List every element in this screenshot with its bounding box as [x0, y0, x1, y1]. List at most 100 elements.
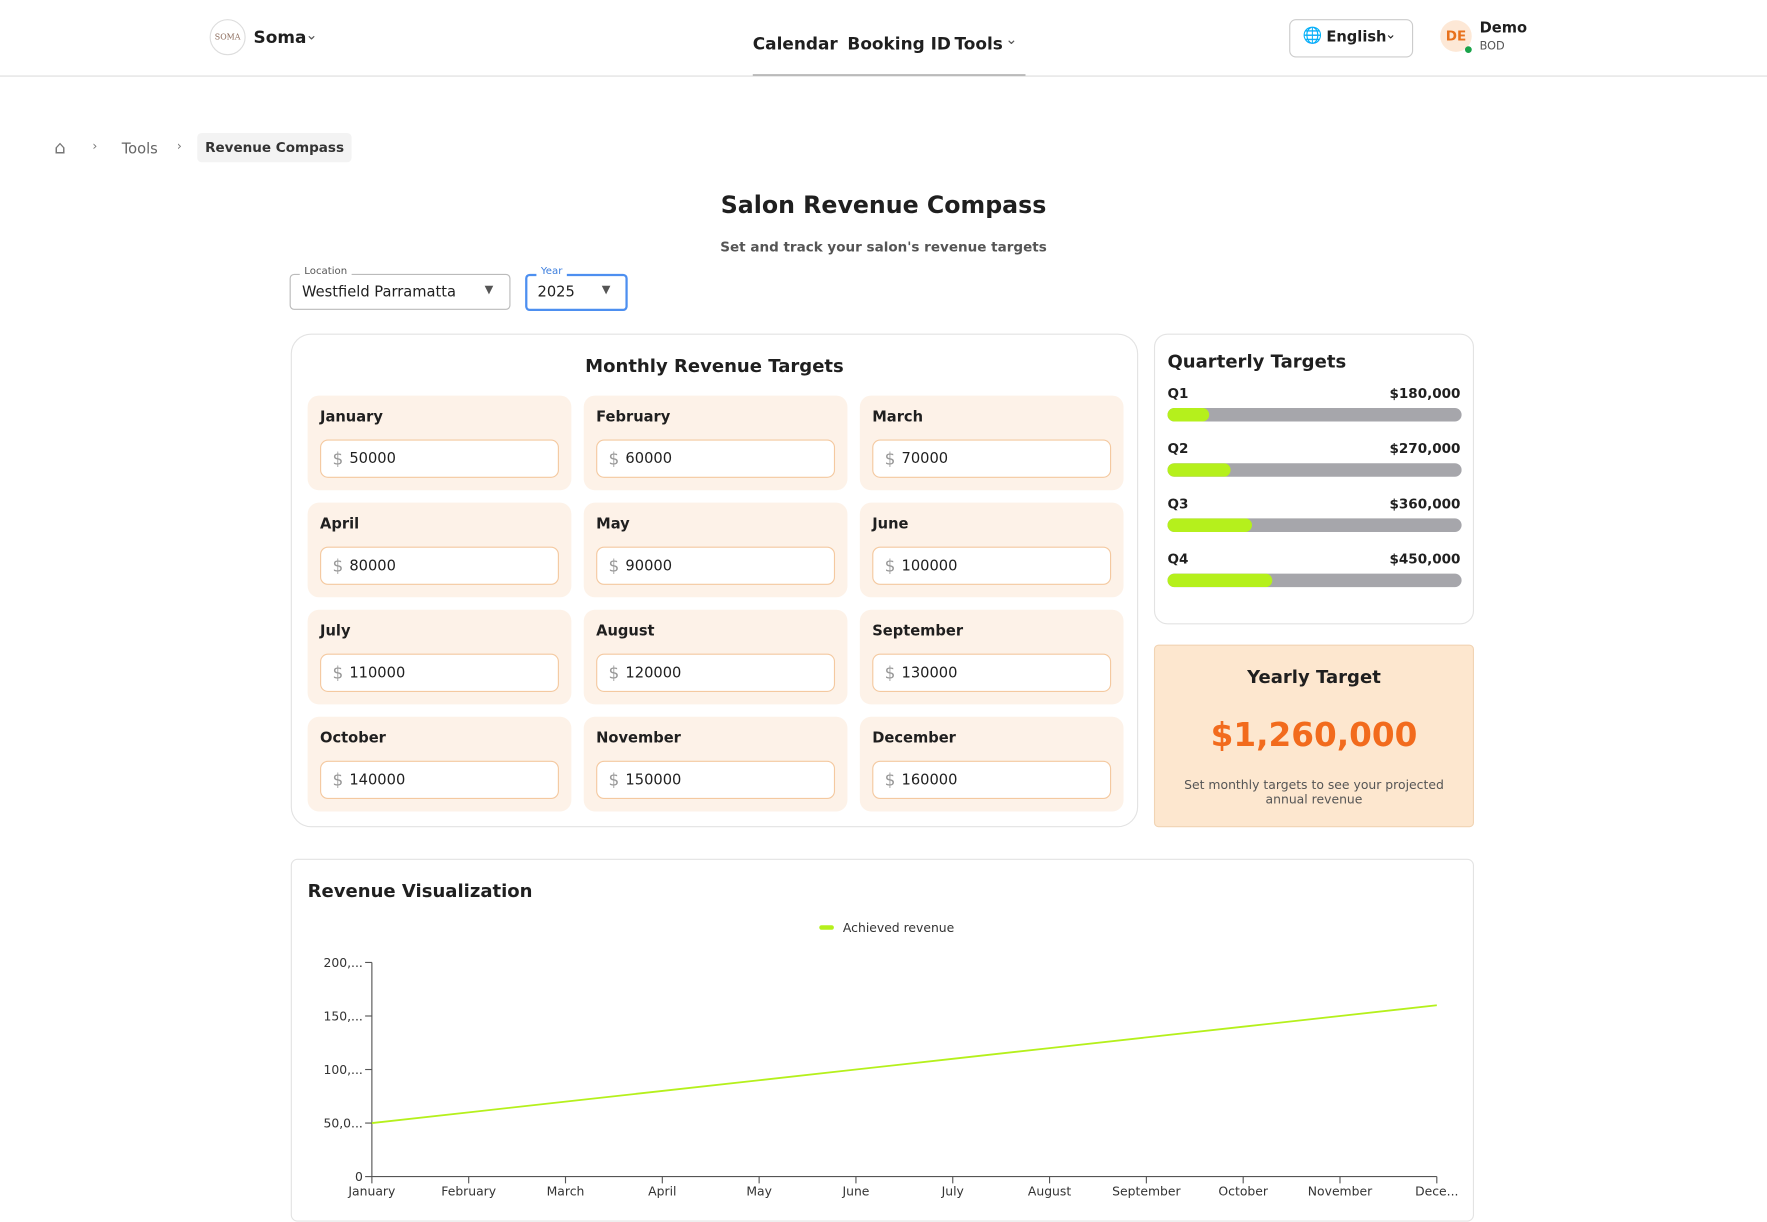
- x-tick-label: January: [347, 1184, 395, 1198]
- month-input[interactable]: $70000: [872, 439, 1112, 478]
- x-tick-label: June: [841, 1184, 869, 1198]
- month-input[interactable]: $100000: [872, 546, 1112, 585]
- progress-track: [1167, 407, 1462, 422]
- progress-track: [1167, 463, 1462, 477]
- nav-caret[interactable]: ⌄: [1005, 31, 1018, 49]
- month-value: 80000: [349, 557, 396, 575]
- yearly-card: Yearly Target $1,260,000 Set monthly tar…: [1153, 644, 1474, 828]
- x-tick-label: April: [648, 1184, 676, 1198]
- month-label: November: [596, 730, 681, 748]
- month-value: 90000: [625, 557, 673, 575]
- currency: $: [608, 769, 620, 791]
- month-label: December: [872, 730, 956, 748]
- month-label: March: [872, 409, 924, 427]
- month-input[interactable]: $140000: [320, 760, 559, 800]
- month-card: May $90000: [583, 502, 848, 598]
- nav-link[interactable]: Booking ID: [847, 33, 951, 55]
- quarter-label: Q3: [1167, 495, 1189, 512]
- currency: $: [884, 769, 896, 791]
- month-card: June $100000: [859, 502, 1124, 598]
- select-label: Year: [536, 265, 567, 278]
- currency: $: [332, 662, 344, 683]
- month-value: 150000: [625, 771, 682, 789]
- breadcrumb-sep: ›: [92, 138, 98, 154]
- month-input[interactable]: $50000: [320, 439, 559, 478]
- quarter-label: Q1: [1167, 385, 1189, 402]
- month-label: August: [596, 623, 655, 641]
- select-label: Location: [299, 265, 352, 278]
- x-tick-label: July: [941, 1184, 964, 1198]
- yearly-note: Set monthly targets to see your projecte…: [1184, 777, 1444, 807]
- month-card: July $110000: [307, 609, 572, 705]
- header: SOMA Soma ⌄ Calendar Booking ID Tools ⌄ …: [0, 0, 1767, 77]
- month-value: 110000: [349, 664, 406, 682]
- nav-link[interactable]: Tools: [954, 33, 1003, 55]
- progress-track: [1167, 518, 1462, 532]
- logo[interactable]: SOMA: [209, 19, 246, 56]
- y-tick-label: 50,0...: [324, 1116, 363, 1131]
- progress-track: [1167, 573, 1462, 588]
- nav-link[interactable]: Calendar: [752, 33, 838, 55]
- year-select[interactable]: Year 2025 ▼: [525, 265, 628, 312]
- month-label: June: [872, 516, 909, 534]
- month-input[interactable]: $160000: [872, 760, 1112, 800]
- currency: $: [332, 448, 344, 469]
- month-label: September: [872, 623, 964, 641]
- month-input[interactable]: $120000: [596, 653, 836, 692]
- page-title: Salon Revenue Compass: [720, 191, 1047, 219]
- quarter-target: $180,000: [1389, 385, 1461, 402]
- y-tick-label: 200,...: [324, 955, 363, 970]
- language-button[interactable]: 🌐 English ⌄: [1289, 19, 1414, 58]
- currency: $: [608, 662, 620, 683]
- month-label: October: [320, 730, 386, 748]
- chart-title: Revenue Visualization: [307, 880, 533, 902]
- location-select[interactable]: Location Westfield Parramatta ▼: [289, 265, 511, 310]
- month-label: May: [596, 516, 630, 534]
- month-input[interactable]: $60000: [596, 439, 836, 478]
- quarter-label: Q2: [1167, 440, 1189, 457]
- month-input[interactable]: $90000: [596, 546, 836, 585]
- monthly-card: Monthly Revenue Targets January $50000 Feb…: [290, 333, 1139, 828]
- currency: $: [332, 555, 344, 576]
- currency: $: [884, 448, 896, 469]
- quarter-target: $450,000: [1389, 551, 1461, 567]
- nav-underline: [752, 74, 1026, 76]
- progress-bar: [1167, 463, 1231, 477]
- legend-label: Achieved revenue: [843, 920, 954, 935]
- month-input[interactable]: $150000: [596, 760, 836, 800]
- breadcrumb-sep: ›: [176, 138, 182, 154]
- language-caret: ⌄: [1384, 25, 1397, 42]
- month-value: 50000: [349, 450, 396, 468]
- month-input[interactable]: $80000: [320, 546, 559, 585]
- progress-bar: [1167, 407, 1210, 422]
- page-subtitle: Set and track your salon's revenue targe…: [720, 238, 1047, 255]
- month-card: October $140000: [307, 716, 572, 812]
- month-card: March $70000: [859, 395, 1124, 491]
- progress-bar: [1167, 573, 1273, 588]
- select-caret: ▼: [484, 284, 494, 297]
- breadcrumb-link[interactable]: Tools: [121, 140, 158, 158]
- month-input[interactable]: $110000: [320, 653, 559, 692]
- language: English: [1326, 29, 1387, 47]
- user-name: Demo: [1479, 20, 1528, 38]
- month-input[interactable]: $130000: [872, 653, 1112, 692]
- currency: $: [884, 662, 896, 683]
- yearly-value: $1,260,000: [1210, 715, 1418, 754]
- month-card: September $130000: [859, 609, 1124, 705]
- month-value: 160000: [901, 771, 958, 789]
- user-role: BOD: [1479, 40, 1505, 53]
- currency: $: [332, 769, 344, 791]
- x-tick-label: Dece...: [1415, 1184, 1458, 1198]
- quarter-target: $270,000: [1389, 440, 1461, 457]
- month-label: April: [320, 516, 360, 534]
- brand[interactable]: Soma: [253, 27, 307, 48]
- home-icon[interactable]: ⌂: [54, 136, 66, 158]
- month-card: January $50000: [307, 395, 572, 491]
- quarter-target: $360,000: [1389, 495, 1461, 512]
- brand-caret[interactable]: ⌄: [305, 27, 318, 44]
- card-title: Yearly Target: [1247, 666, 1381, 688]
- x-tick-label: October: [1218, 1184, 1268, 1198]
